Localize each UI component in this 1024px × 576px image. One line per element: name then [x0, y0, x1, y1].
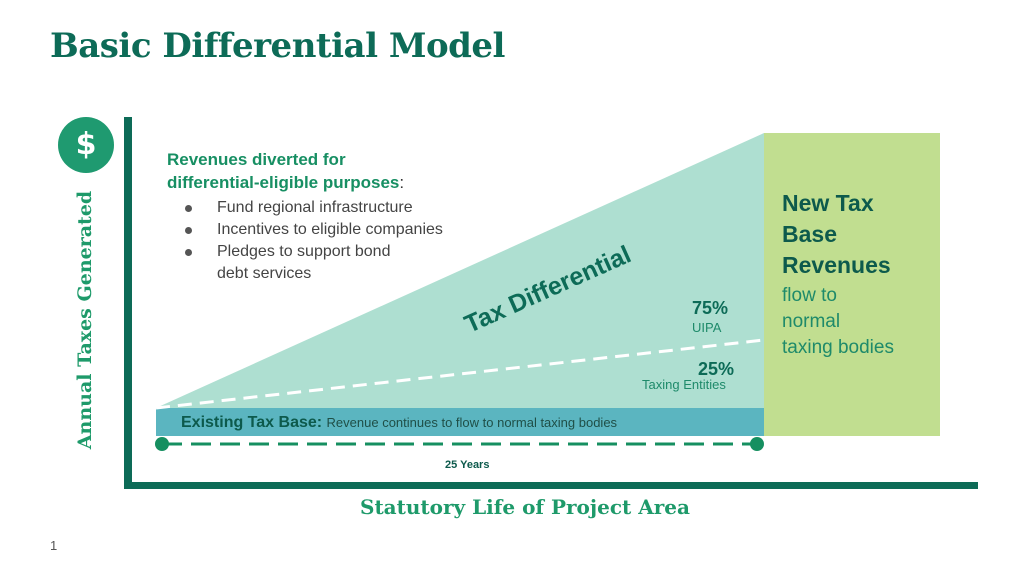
existing-tax-base-band	[156, 408, 764, 436]
existing-tax-base-label: Existing Tax Base:	[181, 414, 323, 431]
flow-line2: normal	[782, 311, 841, 332]
tax-differential-region	[156, 133, 764, 408]
y-axis	[124, 117, 132, 489]
flow-line1: flow to	[782, 285, 837, 306]
y-axis-label: Annual Taxes Generated	[74, 190, 96, 450]
bullet-item: Fund regional infrastructure	[183, 197, 443, 219]
new-tax-base-line2: Base	[782, 221, 837, 247]
revenues-heading-line2: differential-eligible purposes:	[167, 173, 405, 192]
taxing-entities-label: Taxing Entities	[642, 377, 726, 392]
revenues-bullet-list: Fund regional infrastructure Incentives …	[183, 197, 443, 285]
revenues-heading: Revenues diverted for differential-eligi…	[167, 148, 404, 194]
duration-end-dot	[750, 437, 764, 451]
duration-start-dot	[155, 437, 169, 451]
split-dashed-line	[155, 338, 765, 410]
taxing-entities-percent: 25%	[698, 359, 735, 379]
new-tax-base-line3: Revenues	[782, 252, 891, 278]
uipa-label: UIPA	[692, 320, 722, 335]
dollar-sign-icon: $	[58, 117, 114, 173]
new-tax-base-region	[764, 133, 940, 436]
existing-tax-base-text: Existing Tax Base: Revenue continues to …	[181, 414, 617, 432]
flow-line3: taxing bodies	[782, 337, 894, 358]
page-number: 1	[50, 538, 58, 553]
duration-label: 25 Years	[445, 459, 490, 471]
revenues-heading-line1: Revenues diverted for	[167, 150, 346, 169]
new-tax-base-flow-text: flow to normal taxing bodies	[782, 283, 894, 361]
page-title: Basic Differential Model	[50, 26, 505, 66]
x-axis-label: Statutory Life of Project Area	[360, 495, 690, 519]
new-tax-base-line1: New Tax	[782, 190, 874, 216]
bullet-item: Incentives to eligible companies	[183, 219, 443, 241]
bullet-item: Pledges to support bond debt services	[183, 241, 443, 285]
new-tax-base-heading: New Tax Base Revenues	[782, 188, 891, 281]
uipa-percent: 75%	[692, 298, 729, 318]
existing-tax-base-description: Revenue continues to flow to normal taxi…	[326, 415, 618, 430]
x-axis	[124, 482, 978, 489]
